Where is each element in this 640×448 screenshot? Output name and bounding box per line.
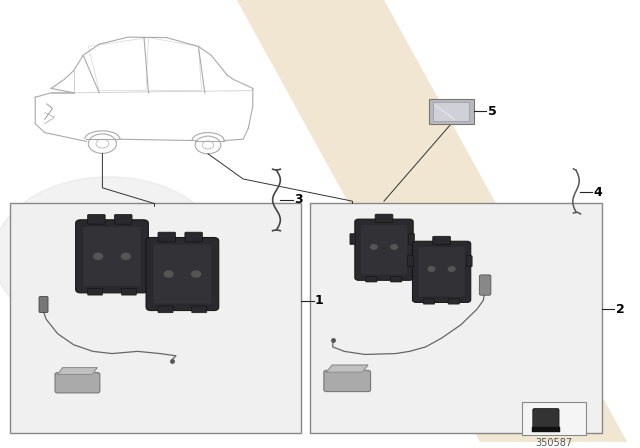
FancyBboxPatch shape <box>479 275 491 295</box>
Circle shape <box>164 271 173 277</box>
Circle shape <box>391 245 397 249</box>
Text: 5: 5 <box>488 105 497 118</box>
Circle shape <box>428 267 435 271</box>
FancyBboxPatch shape <box>390 277 402 282</box>
Bar <box>433 102 469 121</box>
FancyBboxPatch shape <box>412 241 471 302</box>
Circle shape <box>339 221 531 353</box>
Polygon shape <box>58 368 97 375</box>
FancyBboxPatch shape <box>185 232 202 242</box>
FancyBboxPatch shape <box>158 306 173 313</box>
FancyBboxPatch shape <box>55 373 100 393</box>
FancyBboxPatch shape <box>350 233 356 245</box>
Bar <box>532 427 559 432</box>
Circle shape <box>94 253 102 259</box>
Circle shape <box>0 177 224 336</box>
FancyBboxPatch shape <box>355 219 413 280</box>
Text: 3: 3 <box>294 193 303 206</box>
FancyBboxPatch shape <box>361 225 407 275</box>
FancyBboxPatch shape <box>83 227 141 286</box>
FancyBboxPatch shape <box>154 245 211 304</box>
FancyBboxPatch shape <box>409 233 415 245</box>
FancyBboxPatch shape <box>192 306 207 313</box>
FancyBboxPatch shape <box>467 256 472 267</box>
FancyBboxPatch shape <box>76 220 148 293</box>
Bar <box>310 203 602 433</box>
FancyBboxPatch shape <box>408 256 413 267</box>
Circle shape <box>122 253 130 259</box>
Circle shape <box>449 267 455 271</box>
Circle shape <box>371 245 377 249</box>
Text: 2: 2 <box>616 303 625 316</box>
Circle shape <box>192 271 200 277</box>
Bar <box>522 402 586 435</box>
FancyBboxPatch shape <box>88 215 105 224</box>
Text: 1: 1 <box>315 294 324 307</box>
Text: 350587: 350587 <box>535 438 572 448</box>
FancyBboxPatch shape <box>146 237 219 310</box>
Bar <box>429 99 474 124</box>
Polygon shape <box>237 0 627 442</box>
FancyBboxPatch shape <box>158 232 175 242</box>
Text: 4: 4 <box>593 186 602 199</box>
FancyBboxPatch shape <box>375 214 393 223</box>
FancyBboxPatch shape <box>115 215 132 224</box>
FancyBboxPatch shape <box>88 288 102 295</box>
FancyBboxPatch shape <box>423 299 435 304</box>
FancyBboxPatch shape <box>532 409 559 428</box>
FancyBboxPatch shape <box>448 299 460 304</box>
Polygon shape <box>326 365 368 372</box>
FancyBboxPatch shape <box>122 288 136 295</box>
Bar <box>10 203 301 433</box>
FancyBboxPatch shape <box>433 236 451 245</box>
FancyBboxPatch shape <box>419 247 465 297</box>
FancyBboxPatch shape <box>39 297 48 312</box>
FancyBboxPatch shape <box>365 277 377 282</box>
FancyBboxPatch shape <box>324 370 371 392</box>
